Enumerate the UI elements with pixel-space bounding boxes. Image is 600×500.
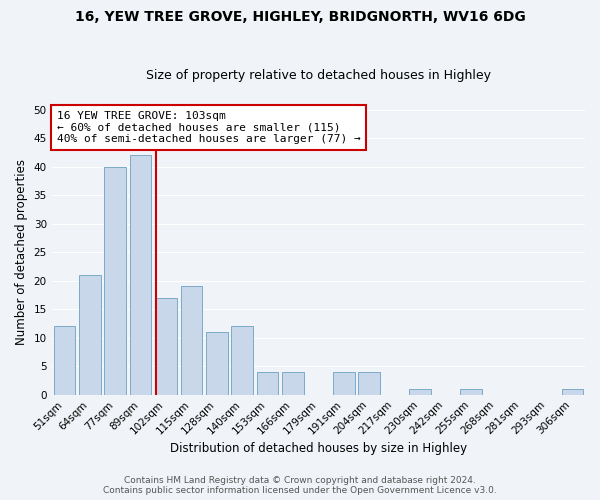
Bar bbox=[232, 326, 253, 394]
Bar bbox=[282, 372, 304, 394]
Bar bbox=[333, 372, 355, 394]
Bar bbox=[104, 166, 126, 394]
Bar bbox=[181, 286, 202, 395]
Y-axis label: Number of detached properties: Number of detached properties bbox=[15, 159, 28, 345]
X-axis label: Distribution of detached houses by size in Highley: Distribution of detached houses by size … bbox=[170, 442, 467, 455]
Text: 16 YEW TREE GROVE: 103sqm
← 60% of detached houses are smaller (115)
40% of semi: 16 YEW TREE GROVE: 103sqm ← 60% of detac… bbox=[57, 111, 361, 144]
Text: 16, YEW TREE GROVE, HIGHLEY, BRIDGNORTH, WV16 6DG: 16, YEW TREE GROVE, HIGHLEY, BRIDGNORTH,… bbox=[74, 10, 526, 24]
Bar bbox=[358, 372, 380, 394]
Bar bbox=[155, 298, 177, 394]
Bar bbox=[130, 155, 151, 394]
Bar bbox=[257, 372, 278, 394]
Bar bbox=[409, 389, 431, 394]
Text: Contains HM Land Registry data © Crown copyright and database right 2024.
Contai: Contains HM Land Registry data © Crown c… bbox=[103, 476, 497, 495]
Bar bbox=[53, 326, 75, 394]
Bar bbox=[562, 389, 583, 394]
Bar bbox=[79, 275, 101, 394]
Bar bbox=[206, 332, 227, 394]
Title: Size of property relative to detached houses in Highley: Size of property relative to detached ho… bbox=[146, 69, 491, 82]
Bar bbox=[460, 389, 482, 394]
